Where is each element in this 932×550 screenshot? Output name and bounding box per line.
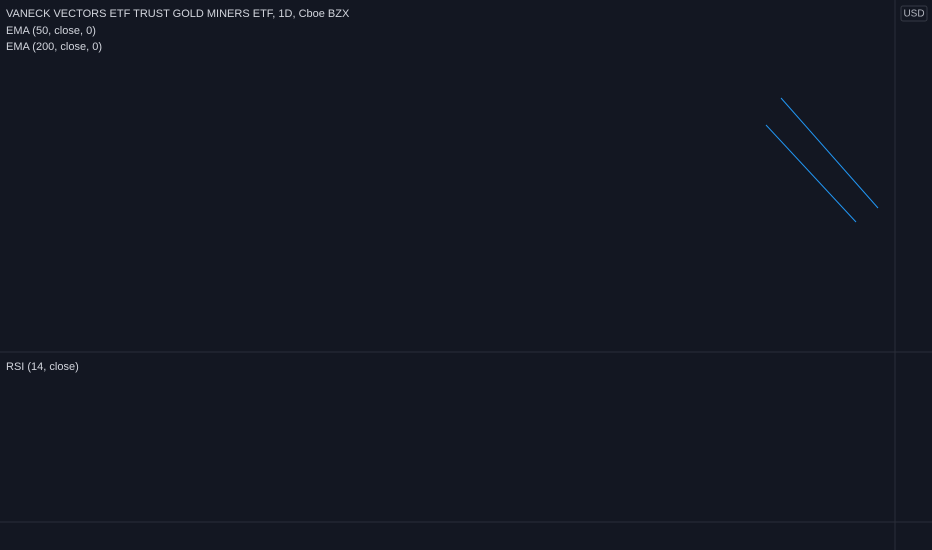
trend-line-upper — [780, 97, 879, 209]
currency-badge[interactable] — [900, 5, 928, 22]
legend-entry: EMA (200, close, 0) — [6, 41, 102, 53]
chart-title: VANECK VECTORS ETF TRUST GOLD MINERS ETF… — [6, 8, 350, 20]
legend-entry: RSI (14, close) — [6, 361, 79, 373]
currency-label: USD — [903, 9, 924, 20]
legend-entry: EMA (50, close, 0) — [6, 25, 96, 37]
trend-line-lower — [765, 124, 857, 223]
